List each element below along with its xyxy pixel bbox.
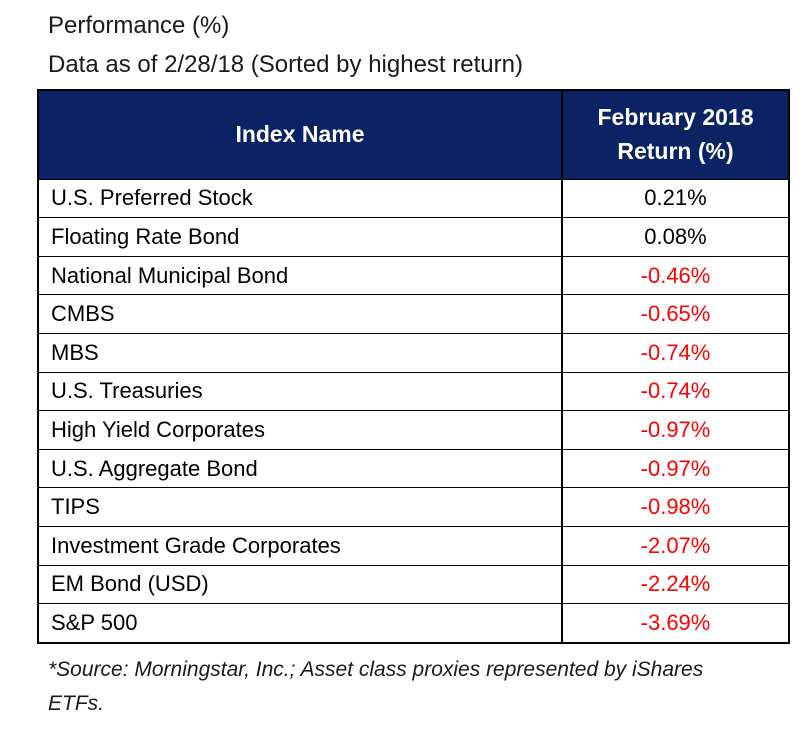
index-name-cell: Investment Grade Corporates	[37, 525, 563, 566]
page-subtitle: Data as of 2/28/18 (Sorted by highest re…	[48, 50, 523, 78]
index-name-cell: High Yield Corporates	[37, 410, 563, 450]
table-row: High Yield Corporates -0.97%	[37, 410, 790, 450]
return-value-cell: 0.08%	[561, 217, 790, 257]
table-row: U.S. Treasuries -0.74%	[37, 371, 790, 412]
table-row: U.S. Aggregate Bond -0.97%	[37, 448, 790, 489]
return-value-cell: -0.46%	[561, 255, 790, 296]
index-name-cell: Floating Rate Bond	[37, 217, 563, 257]
table-header-row: Index Name February 2018 Return (%)	[37, 89, 790, 180]
return-value-cell: -0.98%	[561, 487, 790, 527]
table-row: CMBS -0.65%	[37, 294, 790, 334]
table-row: National Municipal Bond -0.46%	[37, 255, 790, 296]
return-value-cell: -0.65%	[561, 294, 790, 334]
performance-table: Index Name February 2018 Return (%) U.S.…	[37, 88, 790, 644]
table-row: EM Bond (USD) -2.24%	[37, 564, 790, 605]
table-row: U.S. Preferred Stock 0.21%	[37, 178, 790, 219]
index-name-cell: MBS	[37, 332, 563, 373]
index-name-cell: CMBS	[37, 294, 563, 334]
return-value-cell: -0.97%	[561, 410, 790, 450]
table-header: Index Name February 2018 Return (%)	[37, 89, 790, 180]
index-name-cell: National Municipal Bond	[37, 255, 563, 296]
index-name-cell: U.S. Treasuries	[37, 371, 563, 412]
return-value-cell: -2.24%	[561, 564, 790, 605]
table-row: TIPS -0.98%	[37, 487, 790, 527]
index-name-cell: S&P 500	[37, 603, 563, 644]
column-header-index-name: Index Name	[37, 89, 563, 180]
table-row: Floating Rate Bond 0.08%	[37, 217, 790, 257]
source-footnote: *Source: Morningstar, Inc.; Asset class …	[48, 657, 704, 716]
return-value-cell: -2.07%	[561, 525, 790, 566]
page-title: Performance (%)	[48, 12, 230, 39]
table-row: S&P 500 -3.69%	[37, 603, 790, 644]
return-value-cell: -3.69%	[561, 603, 790, 644]
index-name-cell: U.S. Preferred Stock	[37, 178, 563, 219]
return-value-cell: 0.21%	[561, 178, 790, 219]
column-header-february-2018-return: February 2018 Return (%)	[561, 89, 790, 180]
index-name-cell: EM Bond (USD)	[37, 564, 563, 605]
index-name-cell: U.S. Aggregate Bond	[37, 448, 563, 489]
table-row: MBS -0.74%	[37, 332, 790, 373]
table-body: U.S. Preferred Stock 0.21% Floating Rate…	[37, 178, 790, 644]
table-row: Investment Grade Corporates -2.07%	[37, 525, 790, 566]
index-name-cell: TIPS	[37, 487, 563, 527]
return-value-cell: -0.74%	[561, 371, 790, 412]
return-value-cell: -0.74%	[561, 332, 790, 373]
return-value-cell: -0.97%	[561, 448, 790, 489]
